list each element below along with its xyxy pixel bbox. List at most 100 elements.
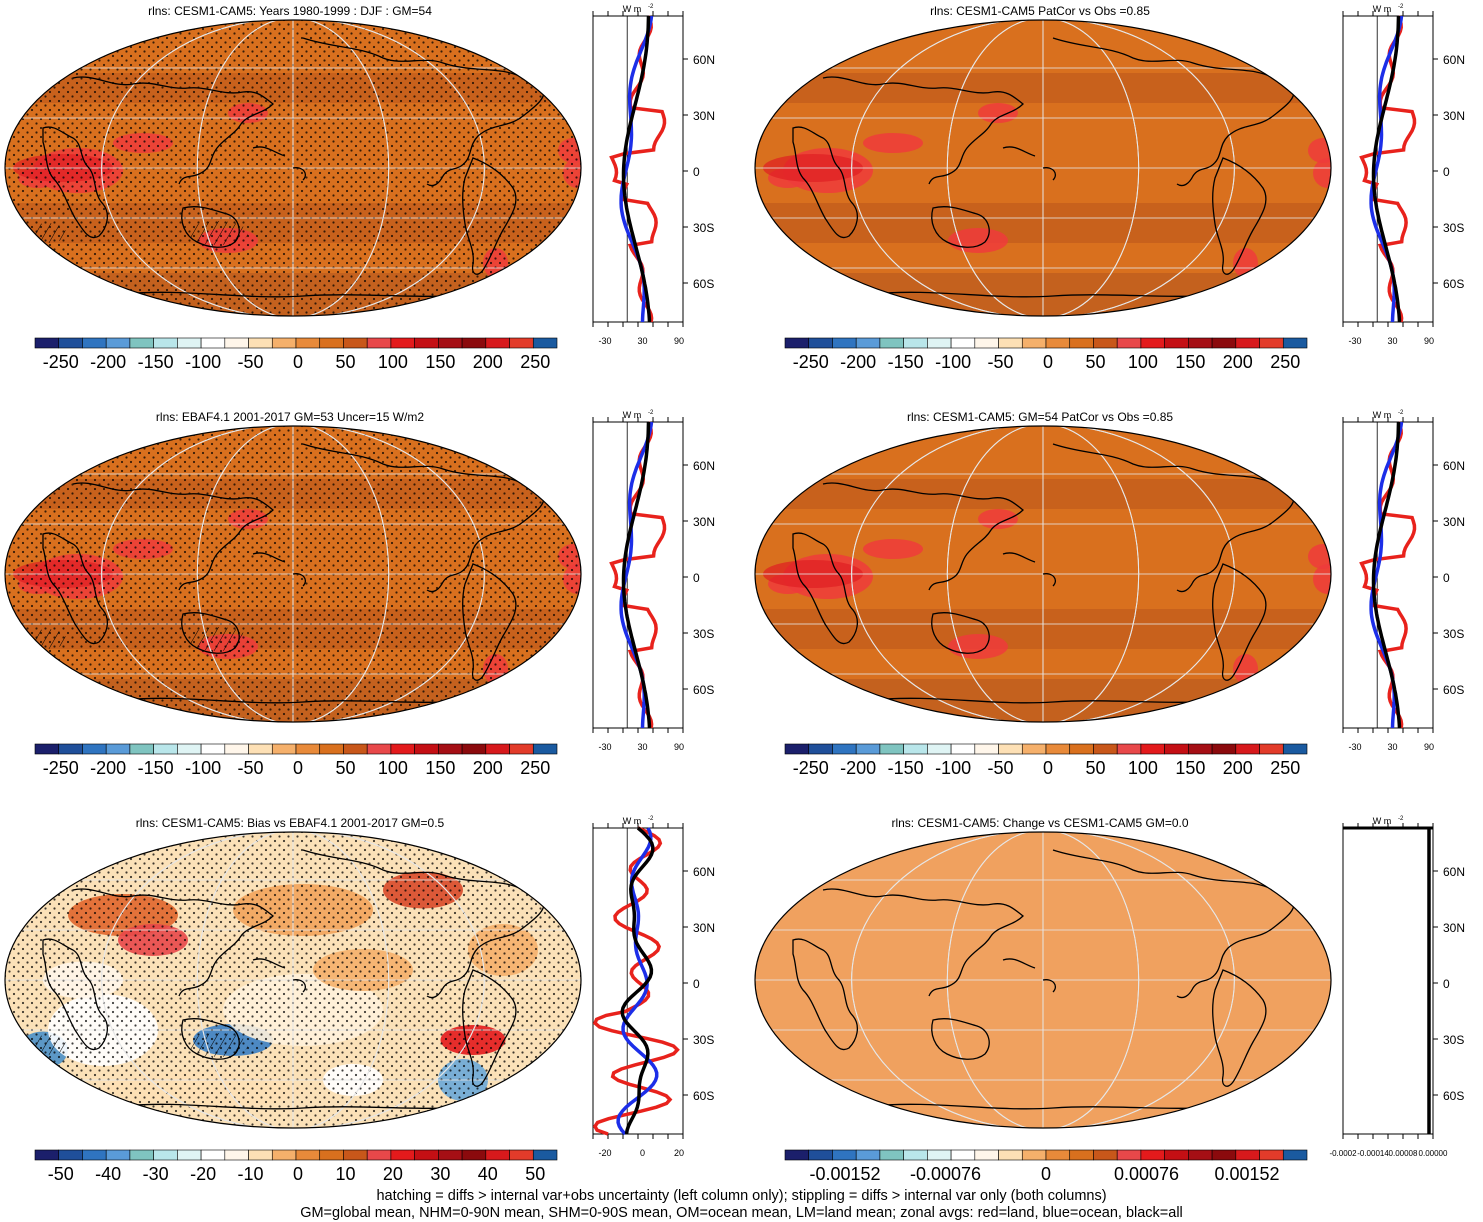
colorbar-swatch <box>903 1149 928 1161</box>
panel-obs-ebaf: rlns: EBAF4.1 2001-2017 GM=53 Uncer=15 W… <box>0 406 733 812</box>
colorbar-tick-label: -150 <box>888 758 924 778</box>
units-label: W m <box>1373 4 1392 14</box>
map-bias <box>4 831 582 1129</box>
zonal-x-tick: -0.00014 <box>1357 1149 1389 1158</box>
colorbar-swatch <box>58 337 83 349</box>
colorbar-tick-label: -30 <box>143 1164 169 1184</box>
colorbar-swatch <box>1211 337 1237 349</box>
colorbar-tick-label: -150 <box>138 352 174 372</box>
colorbar-tick-label: -200 <box>90 758 126 778</box>
colorbar-tick-label: 100 <box>1128 352 1158 372</box>
colorbar-tick-label: 150 <box>425 352 455 372</box>
colorbar-swatch <box>1282 337 1308 349</box>
colorbar-swatch <box>177 337 202 349</box>
colorbar-tick-label: -250 <box>793 352 829 372</box>
zonal-lat-label: 30S <box>1443 221 1464 235</box>
colorbar-swatch <box>1069 1149 1094 1161</box>
colorbar-tick-label: 0 <box>293 352 303 372</box>
zonal-lat-label: 60S <box>693 277 714 291</box>
colorbar-swatch <box>1211 1149 1237 1161</box>
zonal-x-tick: -0.0002 <box>1329 1149 1357 1158</box>
panel-bias: rlns: CESM1-CAM5: Bias vs EBAF4.1 2001-2… <box>0 812 733 1218</box>
zonal-line-all <box>1371 15 1402 323</box>
colorbar-tick-label: 200 <box>473 758 503 778</box>
colorbar-swatch <box>1235 743 1260 755</box>
zonal-lat-label: 0 <box>1443 571 1450 585</box>
colorbar-tick-label: -100 <box>935 352 971 372</box>
colorbar-model2: -250 -200 -150 -100 -50 0 50 100 150 200 250 <box>784 743 1308 778</box>
colorbar-swatch <box>82 1149 107 1161</box>
colorbar-tick-label: -250 <box>793 758 829 778</box>
zonal-lat-label: 60N <box>693 865 715 879</box>
units-label: W m <box>623 4 642 14</box>
colorbar-swatch <box>974 337 999 349</box>
colorbar-tick-label: 0.00152 <box>1214 1164 1279 1184</box>
units-superscript: -2 <box>648 410 654 416</box>
colorbar-swatch <box>532 337 558 349</box>
colorbar-tick-label: -250 <box>43 352 79 372</box>
colorbar-tick-label: 100 <box>378 758 408 778</box>
colorbar-swatch <box>295 743 321 755</box>
zonal-lat-label: 30S <box>693 1033 714 1047</box>
zonal-lat-label: 0 <box>1443 977 1450 991</box>
colorbar-swatch <box>808 337 833 349</box>
zonal-line-all <box>621 15 652 323</box>
colorbar-tick-label: -10 <box>238 1164 264 1184</box>
colorbar-swatch <box>532 743 558 755</box>
colorbar-swatch <box>1116 1149 1142 1161</box>
map-change <box>754 831 1332 1129</box>
zonal-line-land <box>592 826 680 1136</box>
colorbar-tick-label: -50 <box>238 352 264 372</box>
colorbar-swatch <box>390 1149 415 1161</box>
zonal-line-ocean <box>619 15 654 323</box>
colorbar-swatch <box>438 1149 463 1161</box>
zonal-lat-label: 30N <box>1443 515 1465 529</box>
colorbar-swatch <box>998 337 1023 349</box>
colorbar-swatch <box>82 337 107 349</box>
colorbar-swatch <box>784 743 810 755</box>
zonal-lat-label: 30N <box>693 109 715 123</box>
colorbar-swatch <box>271 337 297 349</box>
zonal-lat-label: 60N <box>693 53 715 67</box>
zonal-x-tick: -30 <box>598 742 611 752</box>
colorbar-swatch <box>271 1149 297 1161</box>
zonal-line-ocean <box>1369 15 1404 323</box>
colorbar-swatch <box>105 743 131 755</box>
units-superscript: -2 <box>1398 410 1404 416</box>
footnote-line-2: GM=global mean, NHM=0-90N mean, SHM=0-90… <box>300 1205 1183 1221</box>
colorbar-tick-label: 10 <box>335 1164 355 1184</box>
colorbar-tick-label: -150 <box>138 758 174 778</box>
zonal-obs: W m -2 60N 30N 0 30S 60S -30 30 90 <box>592 410 715 752</box>
colorbar-swatch <box>1045 337 1071 349</box>
colorbar-tick-label: -40 <box>95 1164 121 1184</box>
colorbar-model: -250 -200 -150 -100 -50 0 50 100 150 200 250 <box>34 337 558 372</box>
colorbar-tick-label: -150 <box>888 352 924 372</box>
zonal-x-tick: -30 <box>1348 336 1361 346</box>
colorbar-swatch <box>1021 1149 1047 1161</box>
colorbar-obs: -250 -200 -150 -100 -50 0 50 100 150 200 250 <box>34 743 558 778</box>
colorbar-swatch <box>224 743 249 755</box>
zonal-lat-label: 30S <box>1443 627 1464 641</box>
colorbar-swatch <box>1235 337 1260 349</box>
colorbar-swatch <box>1188 743 1213 755</box>
colorbar-tick-label: 150 <box>1175 352 1205 372</box>
colorbar-tick-label: 100 <box>1128 758 1158 778</box>
colorbar-swatch <box>82 743 107 755</box>
colorbar-swatch <box>200 337 226 349</box>
colorbar-tick-label: 250 <box>1270 758 1300 778</box>
zonal-x-tick: 30 <box>1387 742 1397 752</box>
colorbar-tick-label: -0.00152 <box>809 1164 880 1184</box>
footnote: hatching = diffs > internal var+obs unce… <box>0 1188 1483 1222</box>
colorbar-swatch <box>1259 1149 1284 1161</box>
panel-figure: -0.00152 -0.00076 0 0.00076 0.00152 W m -2 60N 3… <box>754 816 1465 1184</box>
colorbar-swatch <box>461 743 487 755</box>
colorbar-tick-label: 50 <box>525 1164 545 1184</box>
zonal-x-tick: 0.00000 <box>1419 1149 1448 1158</box>
colorbar-swatch <box>1259 337 1284 349</box>
panel-figure: -250 -200 -150 -100 -50 0 50 100 150 200 250 W m -2 6… <box>4 4 715 372</box>
zonal-x-tick: -30 <box>598 336 611 346</box>
colorbar-tick-label: -20 <box>190 1164 216 1184</box>
units-label: W m <box>1373 816 1392 826</box>
colorbar-swatch <box>1282 743 1308 755</box>
colorbar-swatch <box>153 1149 178 1161</box>
